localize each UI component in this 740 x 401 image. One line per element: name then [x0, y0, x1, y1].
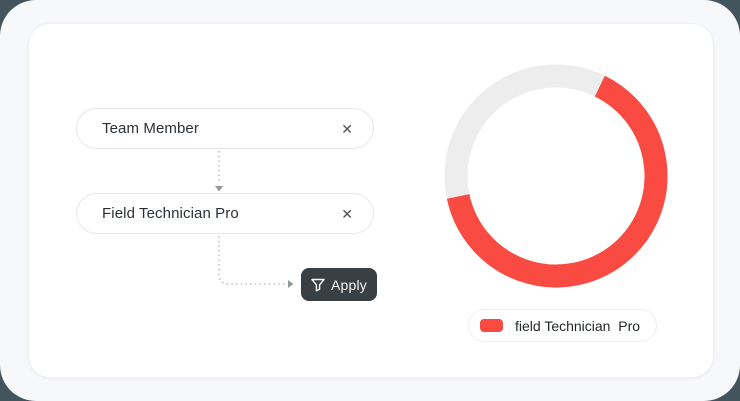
chart-legend[interactable]: field Technician Pro [468, 309, 658, 342]
donut-series-segment[interactable] [446, 75, 668, 288]
filter-label: Field Technician Pro [102, 205, 239, 222]
filter-icon [311, 278, 325, 291]
filter-label: Team Member [102, 120, 199, 137]
legend-label: field Technician Pro [515, 317, 641, 334]
connector-line-elbow [218, 236, 285, 285]
donut-chart [436, 56, 676, 296]
filter-pill-field-technician-pro[interactable]: Field Technician Pro ✕ [76, 193, 374, 234]
filter-card: Team Member ✕ Field Technician Pro ✕ App… [28, 23, 714, 378]
arrow-right-icon [288, 280, 294, 288]
arrow-down-icon [215, 186, 223, 192]
clear-icon[interactable]: ✕ [337, 120, 357, 138]
legend-swatch [480, 319, 503, 332]
clear-icon[interactable]: ✕ [337, 205, 357, 223]
filter-pill-team-member[interactable]: Team Member ✕ [76, 108, 374, 149]
apply-button-label: Apply [330, 276, 368, 293]
apply-button[interactable]: Apply [301, 268, 377, 301]
